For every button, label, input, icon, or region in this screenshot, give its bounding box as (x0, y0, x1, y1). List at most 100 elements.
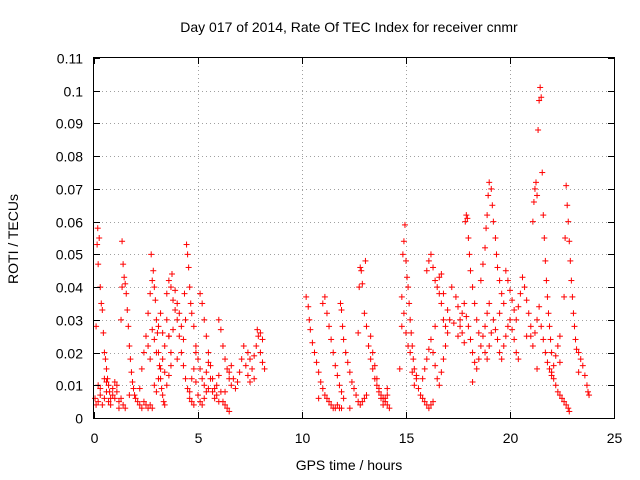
data-point (396, 365, 403, 372)
data-point (568, 277, 575, 284)
data-point (434, 375, 441, 382)
data-point (255, 333, 262, 340)
data-point (209, 388, 216, 395)
y-tick-label: 0.09 (56, 116, 83, 132)
data-point (158, 385, 165, 392)
data-point (539, 169, 546, 176)
data-point (257, 349, 264, 356)
data-point (409, 369, 416, 376)
data-point (326, 323, 333, 330)
data-point (577, 356, 584, 363)
chart-title: Day 017 of 2014, Rate Of TEC Index for r… (180, 19, 518, 35)
data-point (119, 284, 126, 291)
data-point (113, 388, 120, 395)
data-point (556, 392, 563, 399)
data-point (119, 238, 126, 245)
data-point (467, 267, 474, 274)
data-point (203, 388, 210, 395)
data-point (338, 388, 345, 395)
data-point (486, 179, 493, 186)
data-point (496, 310, 503, 317)
data-point (211, 385, 218, 392)
data-point (122, 405, 129, 412)
data-point (192, 343, 199, 349)
data-point (521, 284, 528, 291)
data-point (215, 316, 222, 323)
data-point (498, 356, 505, 363)
data-point (95, 261, 102, 268)
data-point (317, 379, 324, 385)
data-point (240, 343, 247, 349)
data-point (111, 379, 118, 385)
data-point (201, 395, 208, 402)
data-point (552, 382, 559, 389)
data-point (199, 300, 206, 307)
data-point (306, 316, 313, 323)
data-point (232, 385, 239, 392)
data-point (546, 365, 553, 372)
data-point (224, 365, 231, 372)
data-point (484, 356, 491, 363)
data-point (303, 293, 310, 300)
data-point (511, 336, 518, 343)
data-point (457, 323, 464, 330)
data-point (109, 385, 116, 392)
data-point (159, 392, 166, 399)
data-point (484, 212, 491, 219)
data-point (192, 379, 199, 385)
data-point (95, 398, 102, 405)
data-point (228, 362, 235, 369)
data-point (471, 300, 478, 307)
data-point (583, 382, 590, 389)
data-point (496, 349, 503, 356)
data-point (492, 235, 499, 241)
data-point (203, 369, 210, 376)
data-point (475, 329, 482, 336)
data-point (228, 382, 235, 389)
data-point (103, 365, 110, 372)
data-point (188, 398, 195, 405)
data-point (538, 94, 545, 101)
data-point (328, 336, 335, 343)
data-point (455, 333, 461, 340)
data-point (450, 320, 457, 327)
data-point (399, 251, 406, 258)
data-point (533, 179, 539, 186)
data-point (475, 356, 482, 363)
data-point (174, 300, 181, 307)
data-point (500, 300, 507, 307)
data-point (101, 395, 108, 402)
data-point (573, 346, 580, 353)
data-point (328, 401, 335, 408)
data-point (407, 349, 414, 356)
data-point (423, 267, 430, 274)
data-point (96, 235, 103, 241)
data-point (430, 349, 437, 356)
data-point (464, 215, 471, 222)
data-point (442, 343, 449, 349)
data-point (118, 316, 125, 323)
data-point (188, 310, 195, 317)
data-point (99, 307, 106, 313)
data-point (355, 329, 362, 336)
data-point (400, 310, 407, 317)
data-point (486, 300, 493, 307)
data-point (575, 349, 582, 356)
data-point (244, 349, 251, 356)
data-point (581, 372, 588, 379)
data-point (538, 323, 545, 330)
data-point (417, 392, 424, 399)
data-point (149, 326, 156, 333)
data-point (217, 326, 224, 333)
y-tick-label: 0.05 (56, 247, 83, 263)
data-point (132, 395, 139, 402)
data-point (407, 316, 414, 323)
data-point (115, 405, 122, 412)
data-point (167, 349, 174, 356)
data-point (563, 182, 570, 189)
data-point (257, 329, 264, 336)
data-point (444, 307, 451, 313)
data-point (362, 257, 369, 264)
data-point (536, 97, 543, 104)
data-point (406, 300, 413, 307)
